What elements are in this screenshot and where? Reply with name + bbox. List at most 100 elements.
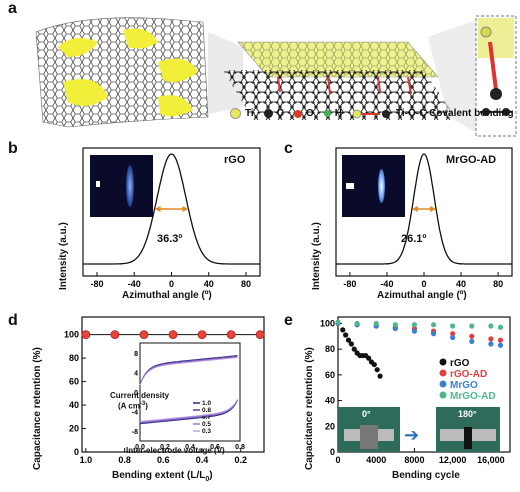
panel-e-point (374, 367, 380, 373)
panel-e-ytick-label: 40 (325, 396, 335, 406)
panel-e-ytick-label: 60 (325, 370, 335, 380)
photo-flat: 0° (338, 407, 400, 452)
ti3c2-flake (123, 28, 158, 49)
panel-e-legend-marker (439, 358, 447, 366)
ti3c2-flake (158, 58, 198, 83)
ti3c2-flake (158, 95, 193, 117)
panel-e-photo-inset: 0° ➔ 180° (338, 407, 500, 452)
bond-icon (352, 109, 390, 118)
panel-c-fwhm-arrow-right (430, 206, 437, 212)
inset-d-cv-curve (139, 399, 238, 423)
inset-d-xtick-label: 0.2 (160, 444, 170, 451)
panel-b-xtick-label: 0 (169, 279, 174, 289)
panel-b-xtick-label: -80 (90, 279, 103, 289)
panel-c-xtick-label: 80 (493, 279, 503, 289)
panel-e-legend-label: rGO-AD (450, 369, 487, 380)
panel-e-point (488, 341, 494, 347)
panel-d-xtick-label: 1.0 (80, 455, 93, 465)
panel-d-xlabel: Bending extent (L/L0) (112, 470, 213, 483)
inset-d-cv-curve (139, 400, 238, 425)
inset-d-cv-curve (139, 355, 238, 385)
panel-e-frame (337, 316, 511, 453)
inset-d-xtick-label: 0.4 (185, 444, 195, 451)
inset-d-ytick-label: 0 (134, 390, 138, 397)
inset-d-xtick-label: 0.8 (235, 444, 245, 451)
c-atom-icon (263, 109, 273, 118)
panel-e-xtick-label: 16,000 (477, 455, 505, 465)
inset-d-ytick-label: -4 (132, 410, 138, 417)
panel-e-point (392, 325, 398, 332)
panel-e-ytick-label: 20 (325, 421, 335, 431)
panel-e-point (348, 341, 354, 347)
inset-d-legend-label: 1.0 (202, 400, 211, 407)
panel-e-label: e (284, 312, 293, 329)
panel-d-point (197, 330, 207, 340)
panel-e-ylabel: Capacitance retention (%) (304, 347, 315, 470)
inset-d-cv-curve (139, 355, 238, 385)
inset-d-cv-curve (139, 356, 238, 386)
inset-d-ylabel-2: (A cm-3) (118, 401, 148, 411)
panel-d-xtick-label: 0.8 (118, 455, 131, 465)
panel-e-point (488, 336, 494, 342)
panel-c-fwhm: 26.1º (401, 233, 427, 245)
panel-b-diffraction-inset (90, 155, 153, 217)
panel-c-title: MrGO-AD (446, 154, 497, 166)
panel-d-xtick-label: 0.4 (196, 455, 209, 465)
legend-ti: Ti (245, 108, 254, 119)
inset-d-legend-label: 0.8 (202, 407, 211, 414)
panel-e-point (343, 332, 349, 338)
panel-a-illustration (35, 15, 517, 137)
panel-e-legend-marker (439, 380, 447, 388)
inset-d-cv-curve (139, 356, 238, 386)
panel-e-point (430, 331, 437, 337)
panel-e-legend-marker (439, 369, 447, 377)
panel-a-label: a (8, 0, 17, 17)
inset-d-xtick-label: 0.0 (135, 444, 145, 451)
inset-d-xlabel: Inter-electrode voltage (V) (126, 446, 225, 455)
panel-e-xlabel: Bending cycle (392, 470, 460, 481)
panel-e-point (469, 323, 475, 329)
panel-e-point (497, 342, 504, 348)
photo-bent: 180° (436, 407, 500, 452)
panel-d-label: d (8, 312, 18, 329)
panel-e-legend-label: rGO (450, 358, 470, 369)
panel-d-point (168, 330, 178, 340)
panel-e-point (345, 337, 352, 343)
panel-d-ytick-label: 80 (69, 353, 79, 363)
panel-e-point (392, 322, 398, 328)
panel-e-xtick-label: 12,000 (439, 455, 467, 465)
inset-d-ytick-label: 8 (134, 351, 138, 358)
panel-b-fwhm: 36.3º (157, 233, 183, 245)
panel-b-xtick-label: -40 (128, 279, 141, 289)
panel-e-point (371, 361, 377, 368)
panel-c-ylabel: Intensity (a.u.) (311, 222, 322, 290)
panel-b-fwhm-arrow-left (154, 206, 161, 212)
panel-e-point (340, 327, 346, 333)
panel-b-xtick-label: 40 (204, 279, 214, 289)
panel-e-point (450, 331, 456, 337)
ti3c2-flake (63, 79, 108, 106)
inset-d-legend-label: 0.5 (202, 421, 211, 428)
panel-d-ytick-label: 0 (74, 447, 79, 457)
panel-b-title: rGO (224, 154, 246, 166)
panel-e-point (430, 322, 437, 328)
panel-d-point (226, 330, 236, 340)
legend-c: C (276, 108, 284, 119)
inset-d-cv-curve (139, 399, 238, 423)
panel-d-ytick-label: 100 (64, 330, 79, 340)
panel-c-label: c (284, 140, 293, 157)
panel-c-xtick-label: -80 (343, 279, 356, 289)
graphene-layer (223, 70, 458, 120)
panel-d-ytick-label: 20 (69, 424, 79, 434)
panel-e-point (377, 373, 383, 379)
panel-e-point (351, 346, 357, 352)
panel-e-legend-label: MrGO (450, 380, 478, 391)
o-atom-icon (293, 109, 302, 118)
ti3c2-flake (58, 38, 98, 57)
panel-e-point (469, 338, 475, 345)
panel-c-xtick-label: 0 (421, 279, 426, 289)
panel-b-xlabel: Azimuthal angle (º) (122, 290, 212, 301)
panel-e-ytick-label: 80 (325, 344, 335, 354)
ti-atom-icon (230, 108, 241, 119)
